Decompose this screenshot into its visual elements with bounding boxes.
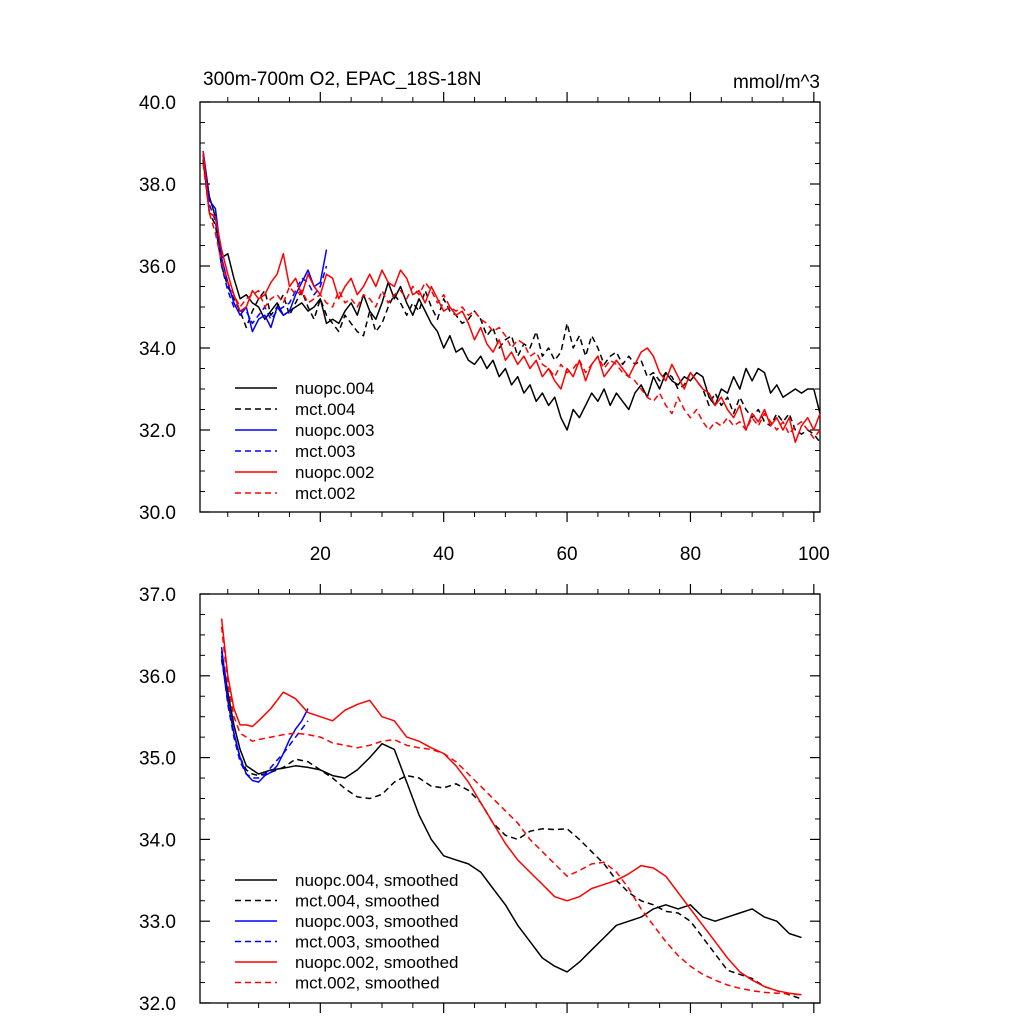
bottom-chart-axes: 32.0 33.0 34.0 35.0 36.0 37.0: [139, 584, 821, 1015]
top-x-tick-label: 100: [798, 544, 830, 565]
top-x-tick-label: 20: [310, 544, 331, 565]
top-legend-label-mct-004: mct.004: [295, 400, 355, 419]
bottom-series-mct-002-smoothed: [220, 626, 802, 996]
top-legend-label-nuopc-002: nuopc.002: [295, 463, 374, 482]
top-y-tick-label: 38.0: [139, 175, 176, 196]
top-chart-axes: 30.0 32.0 34.0 36.0 38.0 40.0 20 40 60 80 100: [139, 92, 830, 565]
bottom-series-mct-004-smoothed: [220, 659, 802, 1000]
bottom-series-nuopc-002-smoothed: [220, 618, 802, 996]
bottom-chart-series-group: [220, 618, 802, 1000]
top-series-nuopc-002: [202, 151, 821, 444]
bottom-legend-label-mct-002-smoothed: mct.002, smoothed: [295, 974, 440, 993]
top-chart-panel: 300m-700m O2, EPAC_18S-18N mmol/m^3 30.0…: [139, 69, 830, 565]
bottom-legend-label-mct-004-smoothed: mct.004, smoothed: [295, 892, 440, 911]
top-series-mct-004: [202, 159, 821, 443]
bottom-y-tick-label: 35.0: [139, 749, 176, 770]
top-y-tick-label: 32.0: [139, 421, 176, 442]
top-y-tick-label: 40.0: [139, 93, 176, 114]
top-y-tick-label: 34.0: [139, 339, 176, 360]
top-chart-units: mmol/m^3: [733, 72, 820, 93]
top-chart-series-group: [202, 151, 821, 444]
bottom-series-mct-003-smoothed: [220, 655, 309, 779]
bottom-chart-panel: 32.0 33.0 34.0 35.0 36.0 37.0 nuopc.004, smoo…: [139, 584, 821, 1015]
bottom-y-tick-label: 37.0: [139, 585, 176, 606]
top-series-nuopc-004: [202, 151, 821, 431]
top-chart-title: 300m-700m O2, EPAC_18S-18N: [203, 69, 481, 90]
bottom-series-nuopc-004-smoothed: [220, 651, 802, 973]
top-legend-label-mct-003: mct.003: [295, 442, 355, 461]
bottom-legend-label-nuopc-004-smoothed: nuopc.004, smoothed: [295, 871, 459, 890]
top-series-mct-002: [202, 163, 821, 439]
top-y-tick-label: 30.0: [139, 503, 176, 524]
top-legend-label-mct-002: mct.002: [295, 484, 355, 503]
top-x-tick-label: 60: [556, 544, 577, 565]
bottom-series-nuopc-003-smoothed: [220, 647, 309, 783]
top-x-tick-label: 80: [680, 544, 701, 565]
top-legend-label-nuopc-004: nuopc.004: [295, 379, 374, 398]
bottom-y-tick-label: 36.0: [139, 667, 176, 688]
bottom-legend-label-nuopc-003-smoothed: nuopc.003, smoothed: [295, 912, 459, 931]
top-chart-legend: nuopc.004 mct.004 nuopc.003 mct.003 nuopc.00…: [235, 379, 374, 503]
bottom-y-tick-label: 32.0: [139, 994, 176, 1015]
top-legend-label-nuopc-003: nuopc.003: [295, 421, 374, 440]
top-series-nuopc-003: [202, 151, 328, 333]
bottom-y-tick-label: 34.0: [139, 830, 176, 851]
bottom-legend-label-nuopc-002-smoothed: nuopc.002, smoothed: [295, 953, 459, 972]
bottom-y-tick-label: 33.0: [139, 912, 176, 933]
top-y-tick-label: 36.0: [139, 257, 176, 278]
bottom-legend-label-mct-003-smoothed: mct.003, smoothed: [295, 933, 440, 952]
top-x-tick-label: 40: [433, 544, 454, 565]
